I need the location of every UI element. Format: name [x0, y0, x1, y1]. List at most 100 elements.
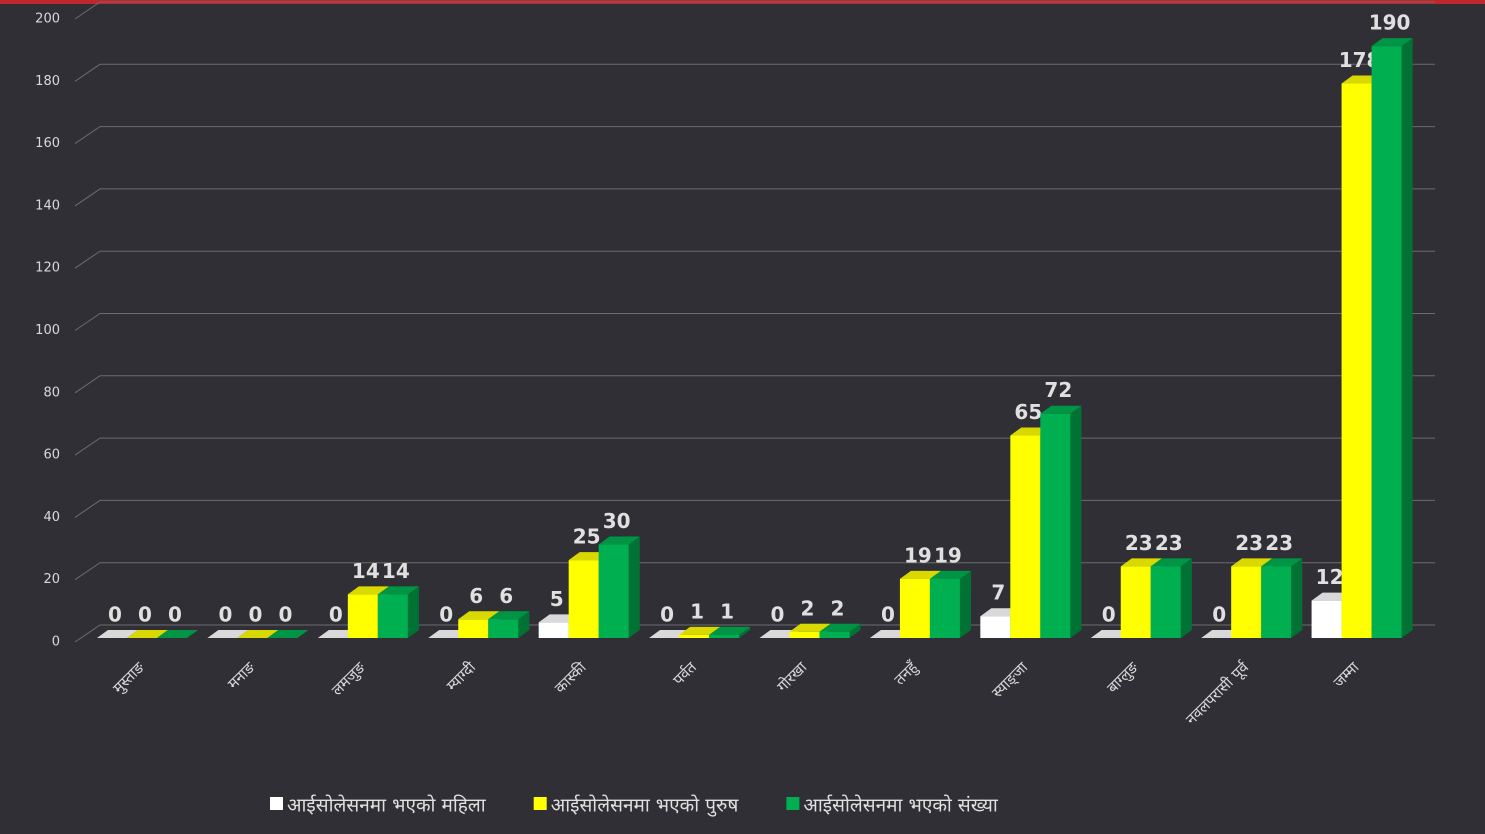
bar-top — [709, 626, 751, 635]
y-tick-label: 40 — [43, 510, 60, 525]
bar-side-shade — [1401, 38, 1413, 638]
data-label: 19 — [934, 543, 962, 567]
bar-top — [598, 536, 640, 545]
bar-top — [267, 630, 309, 638]
data-label: 1 — [690, 599, 704, 623]
y-tick-label: 20 — [43, 572, 60, 587]
bar-top — [1371, 38, 1413, 47]
bar-top — [127, 630, 168, 638]
bar-side — [1180, 558, 1192, 638]
bar-side — [959, 570, 971, 638]
grid-line — [74, 126, 1435, 145]
bar — [377, 594, 408, 638]
data-label: 7 — [991, 581, 1005, 605]
bar-side-shade — [628, 536, 640, 638]
bar-top — [679, 626, 721, 635]
bar-side — [407, 586, 419, 638]
bar-side-shade — [1291, 558, 1303, 638]
bar-side-shade — [849, 623, 861, 638]
data-label: 0 — [660, 603, 674, 627]
bar-top-shade — [819, 623, 861, 632]
bar-top — [789, 623, 831, 632]
bar-top — [458, 611, 500, 620]
bar-top — [207, 630, 249, 638]
bar — [709, 634, 740, 638]
data-label: 0 — [218, 603, 232, 627]
bar-top — [347, 586, 389, 595]
legend-swatch — [786, 797, 800, 810]
data-label: 6 — [469, 584, 483, 608]
data-label: 0 — [108, 603, 122, 627]
grid-line — [74, 250, 1435, 269]
bar-top — [819, 623, 861, 632]
data-label: 23 — [1125, 531, 1153, 555]
bar-top-shade — [157, 630, 198, 638]
bar-side — [1291, 558, 1303, 638]
bar — [1150, 566, 1181, 638]
bar-top-shade — [237, 630, 279, 638]
y-tick-label: 120 — [35, 261, 60, 276]
bar-top-shade — [1120, 558, 1162, 567]
bar — [598, 544, 629, 638]
bar-side — [849, 623, 861, 638]
bar-side — [628, 536, 640, 638]
bar-top-shade — [929, 570, 971, 579]
data-label: 0 — [439, 603, 453, 627]
data-label: 190 — [1369, 11, 1411, 35]
grid-line — [74, 499, 1435, 518]
bar-top-shade — [789, 623, 831, 632]
bar-side — [1070, 405, 1082, 638]
bar — [679, 634, 710, 638]
grid-line — [74, 188, 1435, 207]
bar — [1231, 566, 1262, 638]
data-label: 0 — [329, 603, 343, 627]
bar — [899, 578, 930, 638]
grid-line — [74, 437, 1435, 456]
bar — [538, 622, 569, 638]
bar-top-shade — [1231, 558, 1273, 567]
bar-top-shade — [1150, 558, 1192, 567]
bar-top-shade — [207, 630, 249, 638]
bar — [819, 631, 850, 638]
bar-top — [97, 630, 138, 638]
bar-top-shade — [1040, 405, 1082, 414]
bar-top-shade — [97, 630, 138, 638]
data-label: 0 — [278, 603, 292, 627]
bar — [1040, 413, 1071, 638]
bar-top — [1150, 558, 1192, 567]
legend-label: आईसोलेसनमा भएको संख्या — [803, 794, 999, 817]
data-label: 12 — [1316, 565, 1344, 589]
bar-top — [1261, 558, 1303, 567]
data-label: 0 — [168, 603, 182, 627]
bar-top — [1231, 558, 1273, 567]
data-label: 2 — [801, 596, 815, 620]
bar — [1261, 566, 1292, 638]
bar — [1341, 83, 1372, 638]
data-label: 0 — [881, 603, 895, 627]
data-label: 1 — [720, 599, 734, 623]
bar-top-shade — [458, 611, 500, 620]
bar-side-shade — [518, 611, 530, 638]
bar-top-shade — [347, 586, 389, 595]
y-tick-label: 180 — [35, 74, 60, 89]
bar — [347, 594, 378, 638]
bar-side — [1401, 38, 1413, 638]
data-label: 23 — [1235, 531, 1263, 555]
bar-top — [1120, 558, 1162, 567]
bar — [1311, 600, 1342, 638]
bar-top-shade — [1261, 558, 1303, 567]
data-label: 19 — [904, 543, 932, 567]
data-label: 30 — [603, 509, 631, 533]
data-label: 5 — [550, 587, 564, 611]
bar-side-shade — [1070, 405, 1082, 638]
bar-top — [237, 630, 279, 638]
y-tick-label: 200 — [35, 12, 60, 27]
data-label: 14 — [352, 559, 380, 583]
bar-side — [518, 611, 530, 638]
bar — [1120, 566, 1151, 638]
bar — [488, 619, 519, 638]
y-tick-label: 60 — [43, 448, 60, 463]
